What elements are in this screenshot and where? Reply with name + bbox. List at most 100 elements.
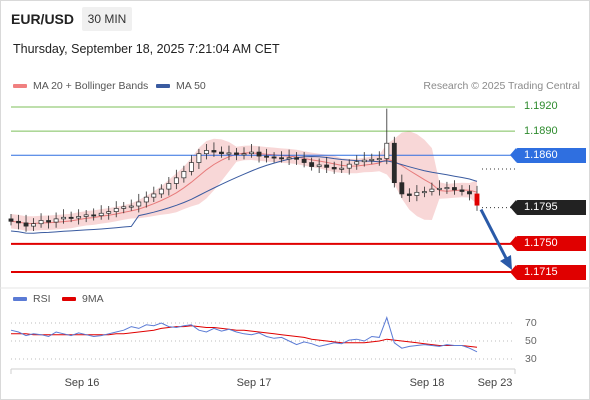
- candle-body: [38, 220, 44, 225]
- x-tick-sep-16: Sep 16: [64, 377, 100, 389]
- rsi-tick-50: 50: [525, 335, 537, 347]
- level-1-1750-label: 1.1750: [510, 236, 586, 251]
- candle-body: [316, 164, 322, 167]
- legend-rsi-label: RSI: [33, 293, 51, 305]
- candle-body: [196, 153, 202, 163]
- candle-body: [361, 159, 367, 163]
- candle-body: [384, 142, 390, 159]
- candle-body: [204, 150, 209, 155]
- legend-rsi: RSI: [13, 293, 51, 305]
- candle-body: [376, 158, 382, 161]
- candle-body: [83, 214, 89, 217]
- candle-body: [136, 201, 142, 207]
- candle-body: [46, 220, 51, 223]
- candle-body: [211, 150, 217, 153]
- candle-body: [173, 177, 179, 184]
- candle-body: [452, 187, 457, 191]
- candle-body: [151, 193, 157, 198]
- chart-datetime: Thursday, September 18, 2025 7:21:04 AM …: [13, 42, 280, 56]
- candle-body: [354, 161, 360, 165]
- candle-body: [279, 157, 284, 160]
- rsi-tick-30: 30: [525, 353, 537, 365]
- candle-body: [31, 223, 36, 227]
- timeframe-button[interactable]: 30 MIN: [82, 7, 132, 31]
- legend-ma50: MA 50: [156, 80, 206, 92]
- candle-body: [256, 151, 262, 157]
- candle-body: [158, 188, 164, 195]
- rsi-swatch-icon: [13, 297, 27, 301]
- candle-body: [91, 214, 97, 217]
- last-price-label: 1.1795: [510, 200, 586, 215]
- legend-ma50-label: MA 50: [176, 80, 206, 92]
- candle-body: [68, 216, 74, 219]
- candle-body: [309, 162, 315, 167]
- candle-body: [166, 183, 172, 190]
- candle-body: [53, 218, 59, 223]
- candle-body: [181, 171, 187, 179]
- research-credit: Research © 2025 Trading Central: [423, 80, 580, 92]
- candle-body: [128, 205, 134, 208]
- rsi-9ma-line: [11, 325, 478, 348]
- candle-body: [331, 167, 337, 170]
- rsi-line: [10, 316, 478, 353]
- candle-body: [444, 187, 450, 190]
- candle-body: [391, 142, 397, 184]
- candle-body: [241, 153, 247, 156]
- legend-ma20: MA 20 + Bollinger Bands: [13, 80, 148, 92]
- candle-body: [324, 164, 330, 168]
- candle-body: [474, 193, 480, 206]
- candle-body: [98, 212, 104, 217]
- legend-9ma: 9MA: [62, 293, 104, 305]
- symbol-title: EUR/USD: [11, 11, 75, 27]
- candle-body: [437, 187, 442, 190]
- candle-body: [76, 216, 82, 219]
- ma50-line: [10, 155, 478, 234]
- candle-body: [249, 151, 254, 155]
- candle-body: [339, 167, 345, 170]
- candle-body: [301, 158, 307, 163]
- level-1-1860-label: 1.1860: [510, 148, 586, 163]
- candle-body: [188, 162, 194, 172]
- candle-body: [106, 211, 112, 214]
- x-tick-sep-23: Sep 23: [477, 377, 513, 389]
- candle-body: [143, 196, 149, 203]
- candle-body: [264, 155, 269, 158]
- candle-body: [23, 222, 29, 227]
- candle-body: [421, 191, 427, 194]
- candle-body: [286, 157, 292, 160]
- 9ma-swatch-icon: [62, 297, 76, 301]
- legend-ma20-label: MA 20 + Bollinger Bands: [33, 80, 149, 92]
- candle-body: [414, 191, 420, 196]
- candle-body: [219, 151, 224, 155]
- candle-body: [113, 208, 119, 212]
- ma50-swatch-icon: [156, 84, 170, 88]
- x-tick-sep-18: Sep 18: [409, 377, 445, 389]
- legend-9ma-label: 9MA: [82, 293, 104, 305]
- candle-body: [369, 158, 375, 161]
- forecast-arrow-shaft: [479, 208, 510, 263]
- candle-body: [346, 163, 352, 169]
- candle-body: [226, 152, 232, 155]
- candle-body: [8, 218, 14, 222]
- candle-body: [121, 206, 127, 209]
- ma20-swatch-icon: [13, 84, 27, 88]
- candle-body: [459, 189, 465, 192]
- candle-body: [294, 157, 300, 160]
- candle-body: [406, 193, 412, 196]
- candle-body: [16, 220, 21, 224]
- level-1-1715-label: 1.1715: [510, 265, 586, 280]
- x-tick-sep-17: Sep 17: [236, 377, 272, 389]
- candle-body: [429, 188, 435, 192]
- candle-body: [61, 216, 67, 220]
- candle-body: [399, 182, 405, 195]
- forecast-arrow-head-icon: [500, 255, 512, 270]
- level-1-1890-label: 1.1890: [524, 125, 558, 137]
- bollinger-band-area: [11, 131, 477, 231]
- rsi-tick-70: 70: [525, 317, 537, 329]
- candle-body: [467, 191, 472, 195]
- level-1-1920-label: 1.1920: [524, 100, 558, 112]
- candle-body: [234, 152, 239, 155]
- candle-body: [271, 156, 277, 159]
